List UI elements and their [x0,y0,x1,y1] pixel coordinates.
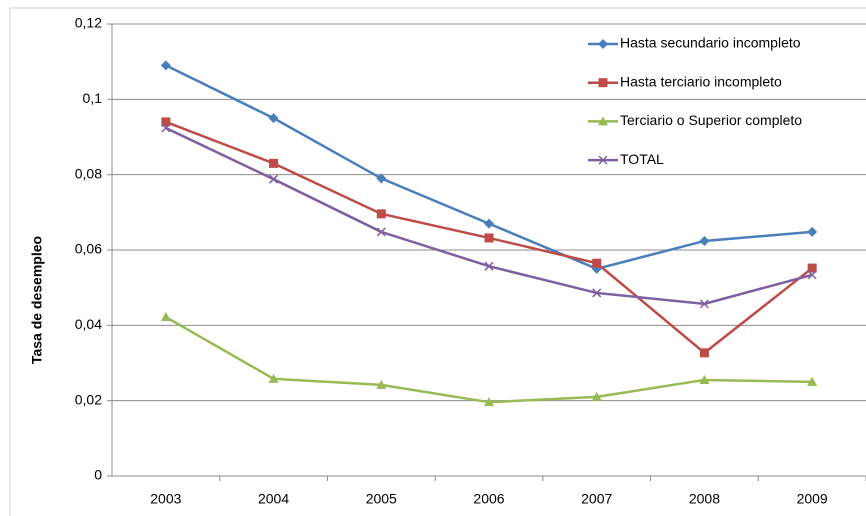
y-tick-label: 0 [94,467,102,483]
marker [484,218,494,229]
marker [598,78,608,88]
marker [376,227,386,237]
marker [376,173,387,184]
marker [807,226,818,237]
marker [598,39,608,49]
x-tick-label: 2009 [797,491,828,507]
y-tick-label: 0,02 [75,391,102,407]
marker [269,158,279,168]
marker [807,270,817,280]
y-tick-label: 0,1 [83,90,103,106]
legend-label: Hasta secundario incompleto [620,35,801,51]
y-tick-label: 0,06 [75,241,102,257]
legend-label: Terciario o Superior completo [620,112,802,128]
marker [598,155,608,165]
marker [699,235,710,246]
y-tick-label: 0,12 [75,15,102,31]
marker [807,263,817,273]
marker [160,312,171,322]
marker [484,233,494,243]
x-tick-label: 2004 [258,491,289,507]
marker [484,397,494,407]
marker [376,209,386,219]
x-tick-label: 2006 [473,491,504,507]
marker [160,60,171,71]
marker [376,379,387,389]
marker [699,299,709,309]
marker [598,116,608,126]
legend-label: Hasta terciario incompleto [620,73,782,89]
marker [591,391,602,401]
x-tick-label: 2008 [689,491,720,507]
marker [268,113,279,124]
marker [269,174,279,184]
marker [699,348,709,358]
marker [484,261,494,271]
legend-label: TOTAL [620,151,664,167]
marker [592,288,602,298]
chart-border [9,7,866,516]
x-tick-label: 2005 [366,491,397,507]
marker [268,373,279,383]
marker [699,374,710,384]
y-tick-label: 0,08 [75,165,102,181]
marker [807,376,818,386]
marker [161,117,171,127]
marker [161,123,171,133]
x-tick-label: 2003 [150,491,181,507]
x-tick-label: 2007 [581,491,612,507]
marker [592,258,602,268]
y-tick-label: 0,04 [75,316,102,332]
y-axis-label: Tasa de desempleo [29,236,45,364]
